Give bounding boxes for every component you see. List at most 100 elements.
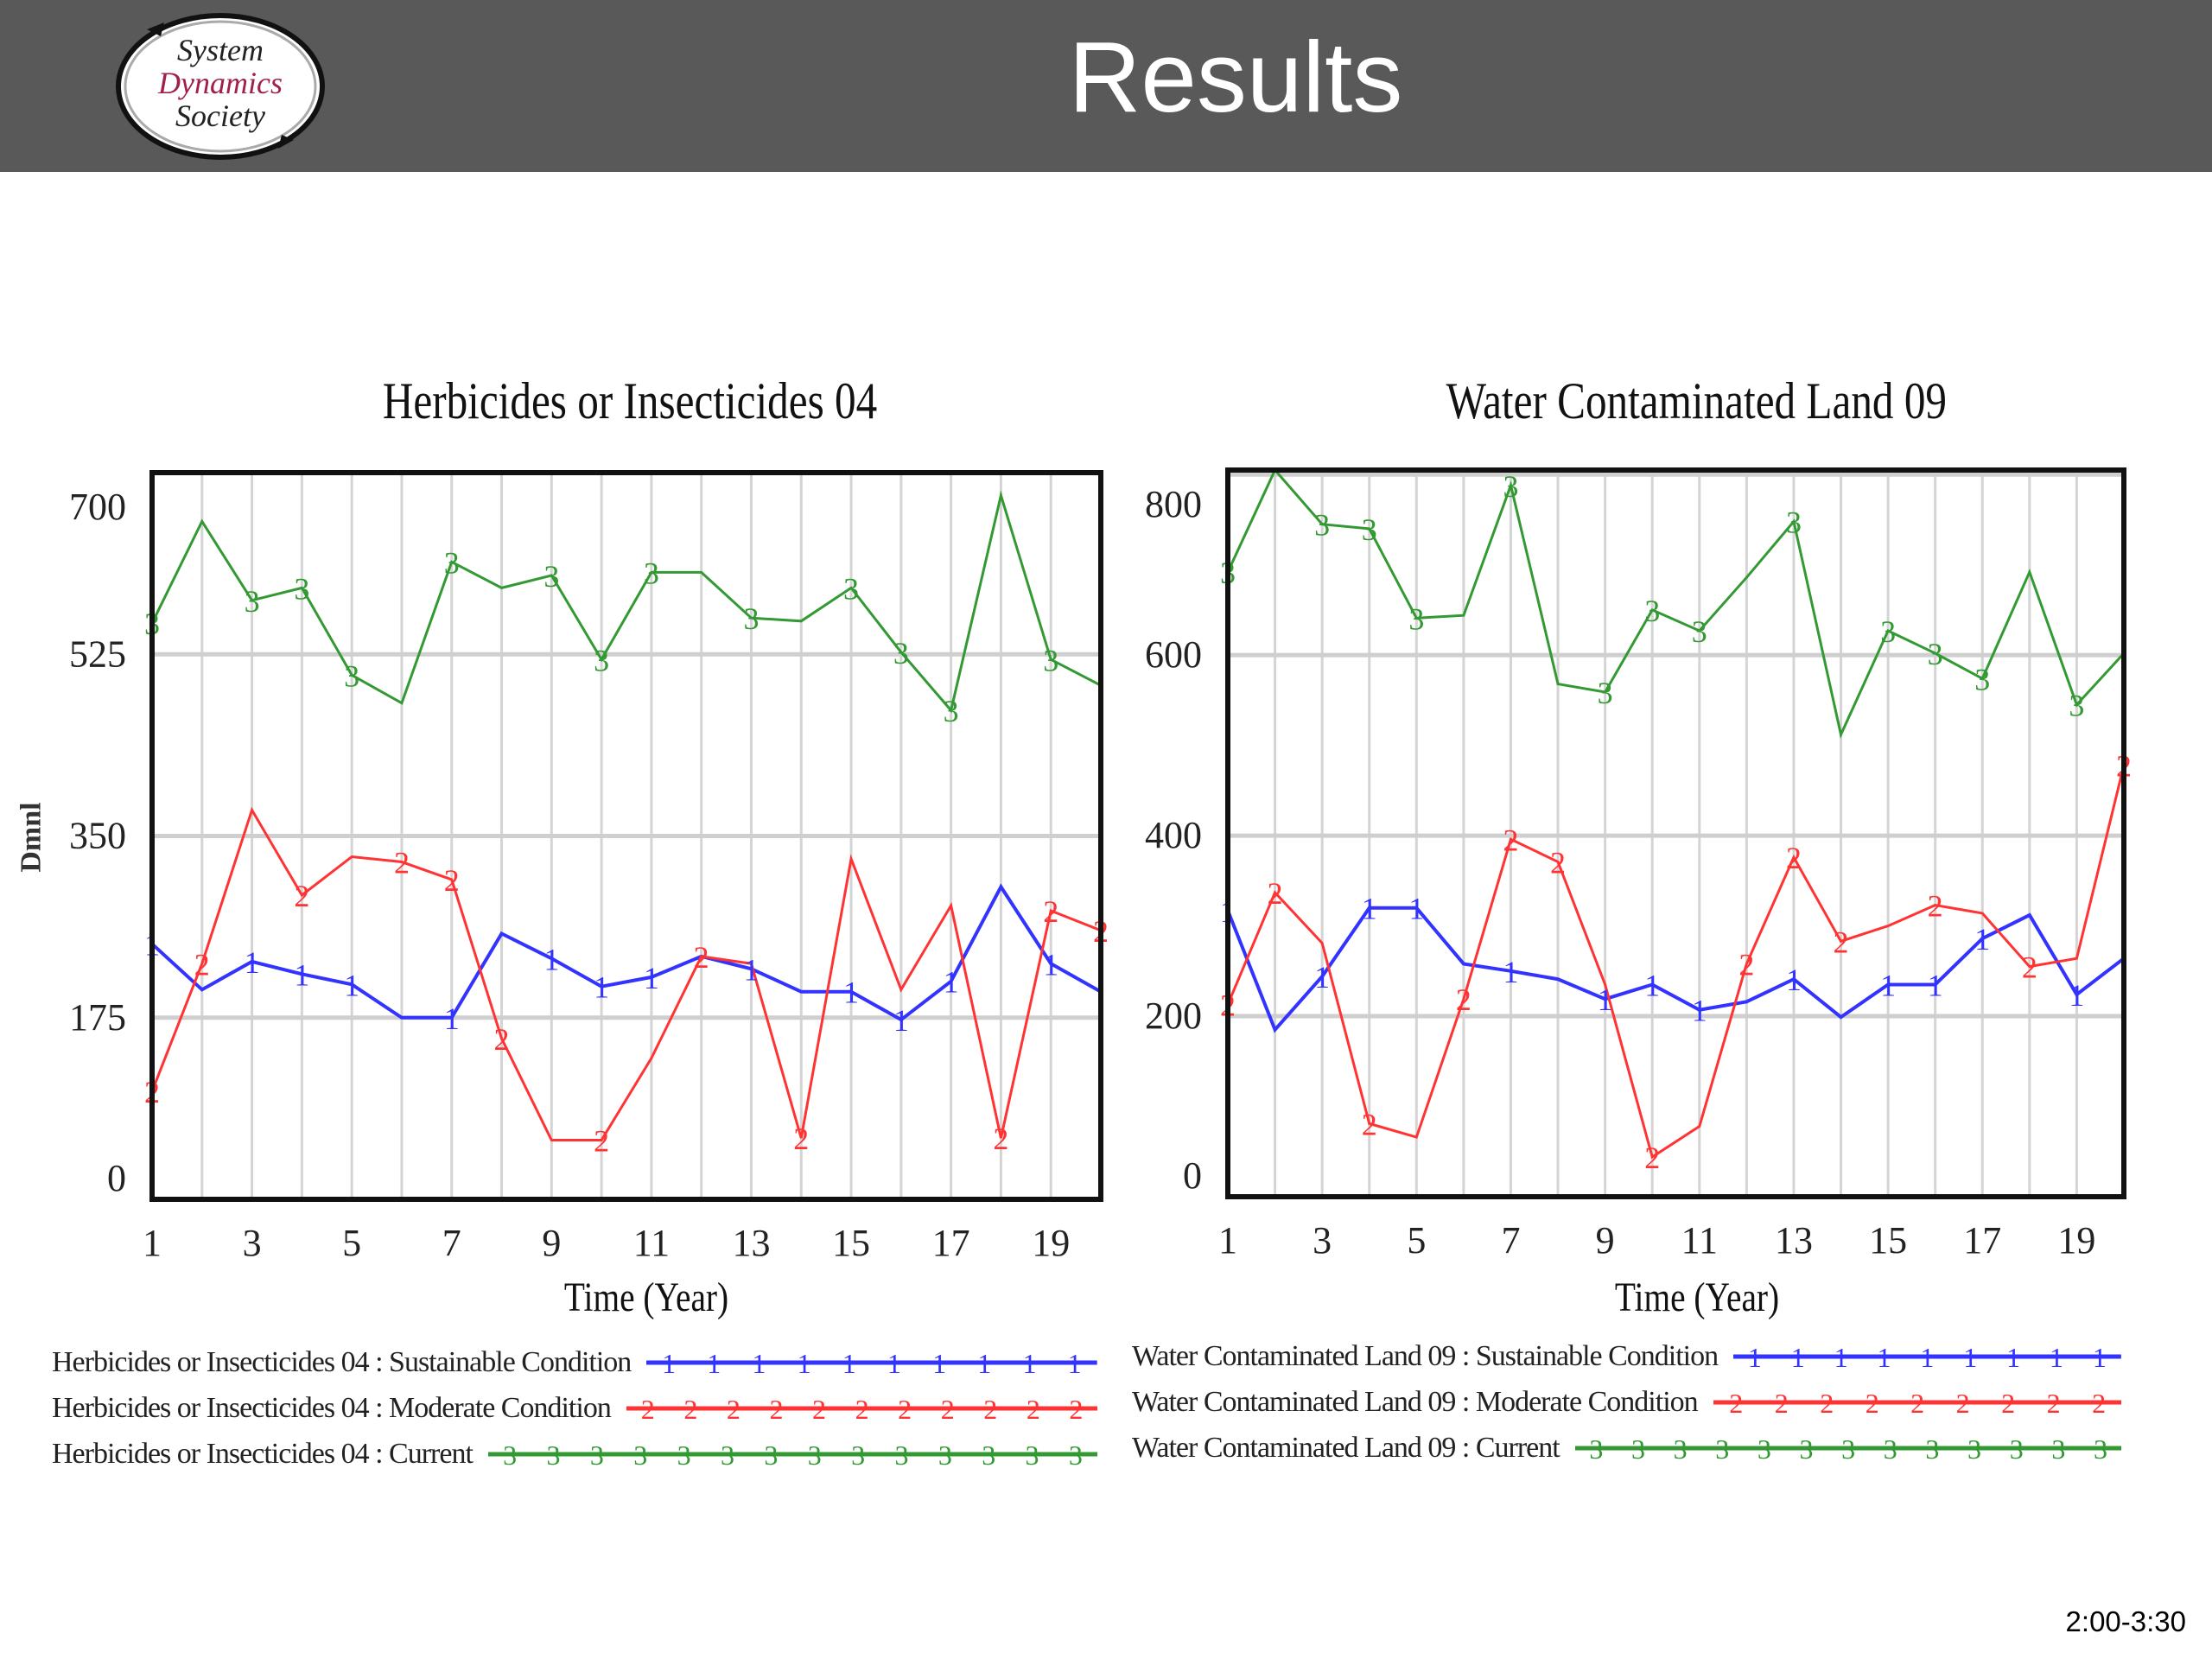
y-tick-label: 700: [69, 486, 126, 528]
data-point-marker: 2: [194, 947, 210, 982]
data-point-marker: 3: [1928, 637, 1943, 671]
data-point-marker: 1: [1974, 922, 1990, 957]
session-time: 2:00-3:30: [2065, 1605, 2186, 1637]
y-tick-label: 0: [107, 1157, 126, 1199]
x-tick-label: 9: [542, 1222, 561, 1264]
legend-item: Water Contaminated Land 09 : Current 3 3 3 3…: [1132, 1425, 2121, 1471]
y-tick-label: 200: [1145, 995, 1202, 1037]
legend-marker: 2: [1955, 1388, 1969, 1419]
data-point-marker: 1: [743, 952, 759, 987]
data-point-marker: 3: [594, 643, 609, 677]
legend-marker: 1: [842, 1348, 856, 1379]
data-point-marker: 2: [1786, 841, 1802, 875]
data-point-marker: 2: [2022, 950, 2037, 985]
data-point-marker: 3: [1644, 594, 1660, 628]
data-point-marker: 3: [294, 571, 309, 606]
data-point-marker: 3: [1408, 601, 1424, 636]
y-tick-label: 600: [1145, 633, 1202, 676]
legend-marker: 1: [662, 1348, 676, 1379]
data-point-marker: 2: [1928, 889, 1943, 924]
x-tick-label: 1: [1218, 1219, 1237, 1262]
data-point-marker: 3: [944, 694, 959, 728]
data-point-marker: 3: [1786, 505, 1802, 540]
x-tick-label: 5: [1407, 1219, 1426, 1262]
data-point-marker: 3: [1598, 676, 1613, 710]
legend-marker: 2: [2092, 1388, 2106, 1419]
legend-marker: 1: [1748, 1342, 1762, 1373]
legend-marker: 3: [894, 1440, 908, 1471]
plot-border: [149, 470, 1103, 1202]
data-point-marker: 1: [1362, 892, 1377, 926]
data-point-marker: 1: [543, 942, 559, 976]
legend-label: Water Contaminated Land 09 : Sustainable…: [1132, 1339, 1719, 1372]
data-point-marker: 2: [1503, 823, 1518, 857]
legend-marker: 2: [769, 1394, 783, 1425]
x-tick-label: 7: [442, 1222, 461, 1264]
y-tick-label: 350: [69, 815, 126, 857]
legend-marker: 2: [727, 1394, 741, 1425]
x-tick-label: 3: [243, 1222, 262, 1264]
data-point-marker: 1: [1786, 963, 1802, 997]
legend-item: Herbicides or Insecticides 04 : Sustaina…: [52, 1339, 1097, 1385]
legend-marker: 3: [764, 1440, 778, 1471]
data-point-marker: 3: [245, 584, 260, 619]
x-tick-label: 17: [1963, 1219, 2001, 1262]
y-tick-label: 0: [1183, 1154, 1202, 1197]
data-point-marker: 3: [2069, 689, 2084, 723]
data-point-marker: 2: [594, 1124, 609, 1159]
legend-marker: 3: [2051, 1433, 2065, 1465]
legend-marker: 1: [1921, 1342, 1935, 1373]
x-tick-label: 17: [932, 1222, 970, 1264]
data-point-marker: 3: [543, 559, 559, 594]
x-axis-label-right: Time (Year): [1614, 1274, 1780, 1320]
legend-marker: 3: [1967, 1433, 1981, 1465]
legend-label: Water Contaminated Land 09 : Current: [1132, 1431, 1560, 1464]
legend-marker: 3: [1715, 1433, 1729, 1465]
slide-header: System Dynamics Society Results: [0, 0, 2212, 172]
legend-item: Water Contaminated Land 09 : Moderate Co…: [1132, 1379, 2121, 1425]
legend-marker: 3: [546, 1440, 560, 1471]
data-point-marker: 1: [1503, 955, 1518, 989]
data-point-marker: 1: [893, 1003, 909, 1038]
legend-marker: 3: [938, 1440, 952, 1471]
legend-marker: 2: [1729, 1388, 1743, 1419]
y-tick-label: 525: [69, 632, 126, 675]
data-point-marker: 2: [1456, 982, 1471, 1017]
y-tick-label: 400: [1145, 814, 1202, 856]
data-point-marker: 1: [594, 970, 609, 1005]
legend-marker: 3: [1631, 1433, 1645, 1465]
data-point-marker: 2: [1550, 845, 1566, 880]
data-point-marker: 1: [1644, 968, 1660, 1002]
legend-marker: 1: [1878, 1342, 1891, 1373]
x-tick-label: 9: [1596, 1219, 1615, 1262]
legend-marker: 3: [1841, 1433, 1855, 1465]
legend-marker: 1: [708, 1348, 721, 1379]
x-tick-label: 15: [1869, 1219, 1907, 1262]
x-axis-label-left: Time (Year): [563, 1274, 729, 1320]
data-point-marker: 1: [2069, 978, 2084, 1013]
svg-text:System: System: [177, 33, 264, 67]
legend-marker: 2: [983, 1394, 997, 1425]
legend-marker: 1: [753, 1348, 766, 1379]
legend-marker: 3: [590, 1440, 604, 1471]
data-point-marker: 1: [344, 968, 359, 1002]
y-tick-label: 800: [1145, 483, 1202, 525]
x-tick-label: 11: [633, 1222, 670, 1264]
legend-label: Water Contaminated Land 09 : Moderate Co…: [1132, 1385, 1699, 1418]
legend-marker: 3: [1799, 1433, 1813, 1465]
legend-item: Water Contaminated Land 09 : Sustainable…: [1132, 1333, 2121, 1379]
legend-marker: 2: [1865, 1388, 1878, 1419]
data-point-marker: 3: [743, 601, 759, 636]
series-line-moderate: [1226, 765, 2126, 1160]
legend-item: Herbicides or Insecticides 04 : Current 3…: [52, 1431, 1097, 1477]
data-point-marker: 1: [644, 961, 659, 995]
data-point-marker: 2: [793, 1122, 809, 1156]
legend-marker: 3: [1925, 1433, 1939, 1465]
data-point-marker: 2: [1644, 1141, 1660, 1175]
